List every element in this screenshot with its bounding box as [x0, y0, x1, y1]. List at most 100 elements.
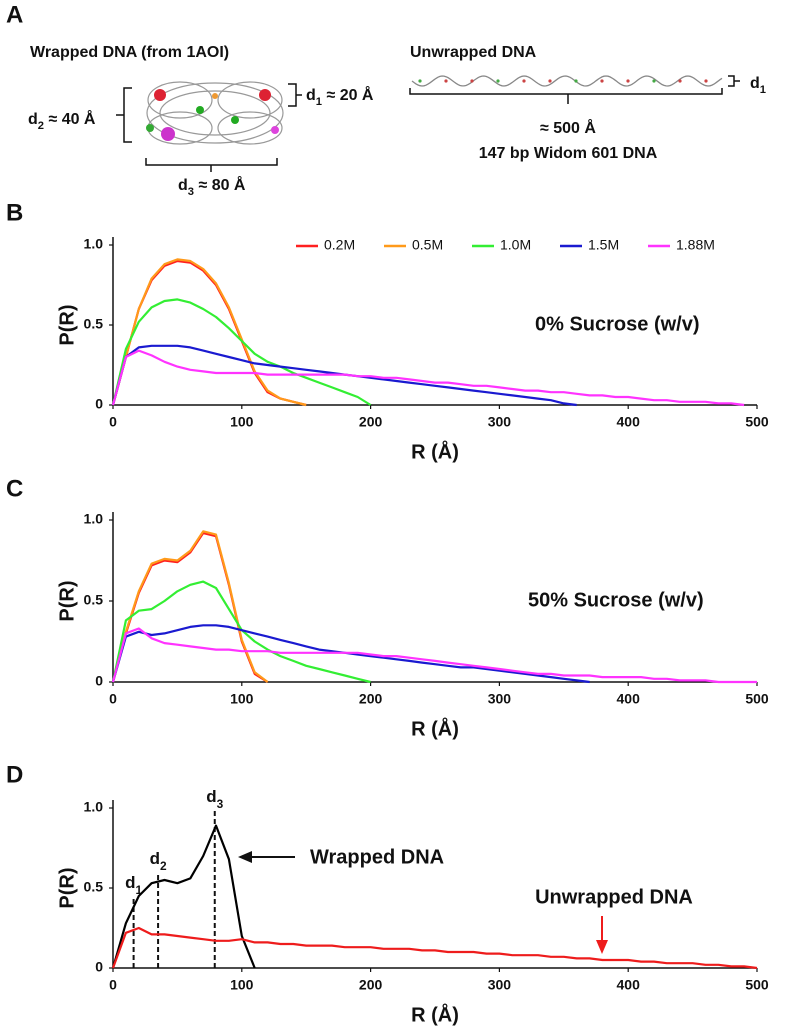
dimension-text: ≈ 20 Å — [322, 85, 374, 104]
x-tick-label: 0 — [109, 977, 117, 993]
series-line — [111, 580, 371, 684]
series-line — [111, 530, 269, 683]
legend-label: 1.0M — [500, 237, 531, 253]
x-tick-label: 0 — [109, 691, 117, 707]
nucleosome-structure — [146, 81, 284, 145]
dna-caption: 147 bp Widom 601 DNA — [479, 145, 658, 162]
unwrapped-title: Unwrapped DNA — [410, 44, 537, 61]
x-tick-label: 100 — [230, 977, 254, 993]
d3-label: d3 ≈ 80 Å — [178, 175, 246, 198]
x-tick-label: 300 — [488, 414, 512, 430]
y-tick-label: 0 — [95, 396, 103, 412]
length-label: ≈ 500 Å — [540, 118, 596, 137]
subscript: 1 — [760, 84, 766, 96]
series-line — [111, 627, 757, 684]
x-axis-label: R (Å) — [411, 1002, 459, 1026]
panel-label: B — [6, 199, 23, 226]
legend-label: 1.5M — [588, 237, 619, 253]
helix-base — [470, 79, 474, 83]
x-tick-label: 300 — [488, 691, 512, 707]
condition-label: 50% Sucrose (w/v) — [528, 589, 704, 611]
x-tick-label: 400 — [617, 977, 641, 993]
subscript: 3 — [217, 797, 224, 811]
marker-label: d2 — [150, 849, 167, 873]
series-line — [111, 824, 256, 969]
symbol: d — [28, 111, 38, 128]
series-line — [111, 531, 269, 683]
arrow-head — [596, 940, 608, 954]
symbol: d — [206, 787, 216, 806]
x-tick-label: 400 — [617, 691, 641, 707]
y-tick-label: 1.0 — [84, 236, 104, 252]
y-tick-label: 0.5 — [84, 316, 104, 332]
subscript: 2 — [38, 120, 44, 132]
x-tick-label: 200 — [359, 691, 383, 707]
subscript: 1 — [316, 96, 322, 108]
x-axis-label: R (Å) — [411, 716, 459, 740]
dimension-text: ≈ 40 Å — [44, 109, 96, 128]
arrow-head — [238, 851, 252, 863]
x-tick-label: 400 — [617, 414, 641, 430]
x-tick-label: 500 — [745, 414, 769, 430]
x-tick-label: 200 — [359, 977, 383, 993]
y-tick-label: 0.5 — [84, 879, 104, 895]
y-axis-label: P(R) — [56, 580, 78, 621]
x-axis-label: R (Å) — [411, 439, 459, 463]
legend-label: 0.5M — [412, 237, 443, 253]
series-label: Unwrapped DNA — [535, 886, 693, 908]
helix-base — [496, 79, 500, 83]
x-tick-label: 500 — [745, 691, 769, 707]
x-tick-label: 300 — [488, 977, 512, 993]
panel-label: A — [6, 1, 23, 28]
y-axis-label: P(R) — [56, 867, 78, 908]
series-line — [111, 349, 745, 407]
dimension-text: ≈ 80 Å — [194, 175, 246, 194]
d1-label: d1 ≈ 20 Å — [306, 85, 374, 108]
series-label: Wrapped DNA — [310, 846, 444, 868]
dimension-brackets — [116, 75, 740, 172]
series-line — [111, 258, 307, 407]
y-tick-label: 1.0 — [84, 799, 104, 815]
y-axis-label: P(R) — [56, 304, 78, 345]
helix-base — [522, 79, 526, 83]
dna-helix — [411, 75, 723, 87]
d2-label: d2 ≈ 40 Å — [28, 109, 96, 132]
helix-base — [548, 79, 552, 83]
d1-label: d1 — [750, 75, 766, 96]
y-tick-label: 0 — [95, 959, 103, 975]
series-line — [111, 298, 372, 406]
wrapped-title: Wrapped DNA (from 1AOI) — [30, 44, 229, 61]
subscript: 1 — [135, 883, 142, 897]
helix-base — [678, 79, 682, 83]
y-tick-label: 0.5 — [84, 592, 104, 608]
subscript: 3 — [188, 186, 194, 198]
y-tick-label: 0 — [95, 673, 103, 689]
panel-label: D — [6, 761, 23, 788]
legend-label: 0.2M — [324, 237, 355, 253]
series-line — [111, 259, 307, 407]
series-line — [111, 926, 758, 970]
x-tick-label: 0 — [109, 414, 117, 430]
helix-base — [600, 79, 604, 83]
symbol: d — [150, 849, 160, 868]
condition-label: 0% Sucrose (w/v) — [535, 313, 700, 335]
x-tick-label: 500 — [745, 977, 769, 993]
symbol: d — [306, 87, 316, 104]
subscript: 2 — [160, 859, 167, 873]
marker-label: d3 — [206, 787, 223, 811]
x-tick-label: 200 — [359, 414, 383, 430]
helix-base — [704, 79, 708, 83]
panel-label: C — [6, 475, 23, 502]
x-tick-label: 100 — [230, 691, 254, 707]
helix-base — [626, 79, 630, 83]
helix-base — [574, 79, 578, 83]
legend-label: 1.88M — [676, 237, 715, 253]
marker-label: d1 — [125, 873, 142, 897]
x-tick-label: 100 — [230, 414, 254, 430]
helix-base — [444, 79, 448, 83]
symbol: d — [125, 873, 135, 892]
symbol: d — [750, 75, 760, 92]
symbol: d — [178, 177, 188, 194]
helix-base — [418, 79, 422, 83]
